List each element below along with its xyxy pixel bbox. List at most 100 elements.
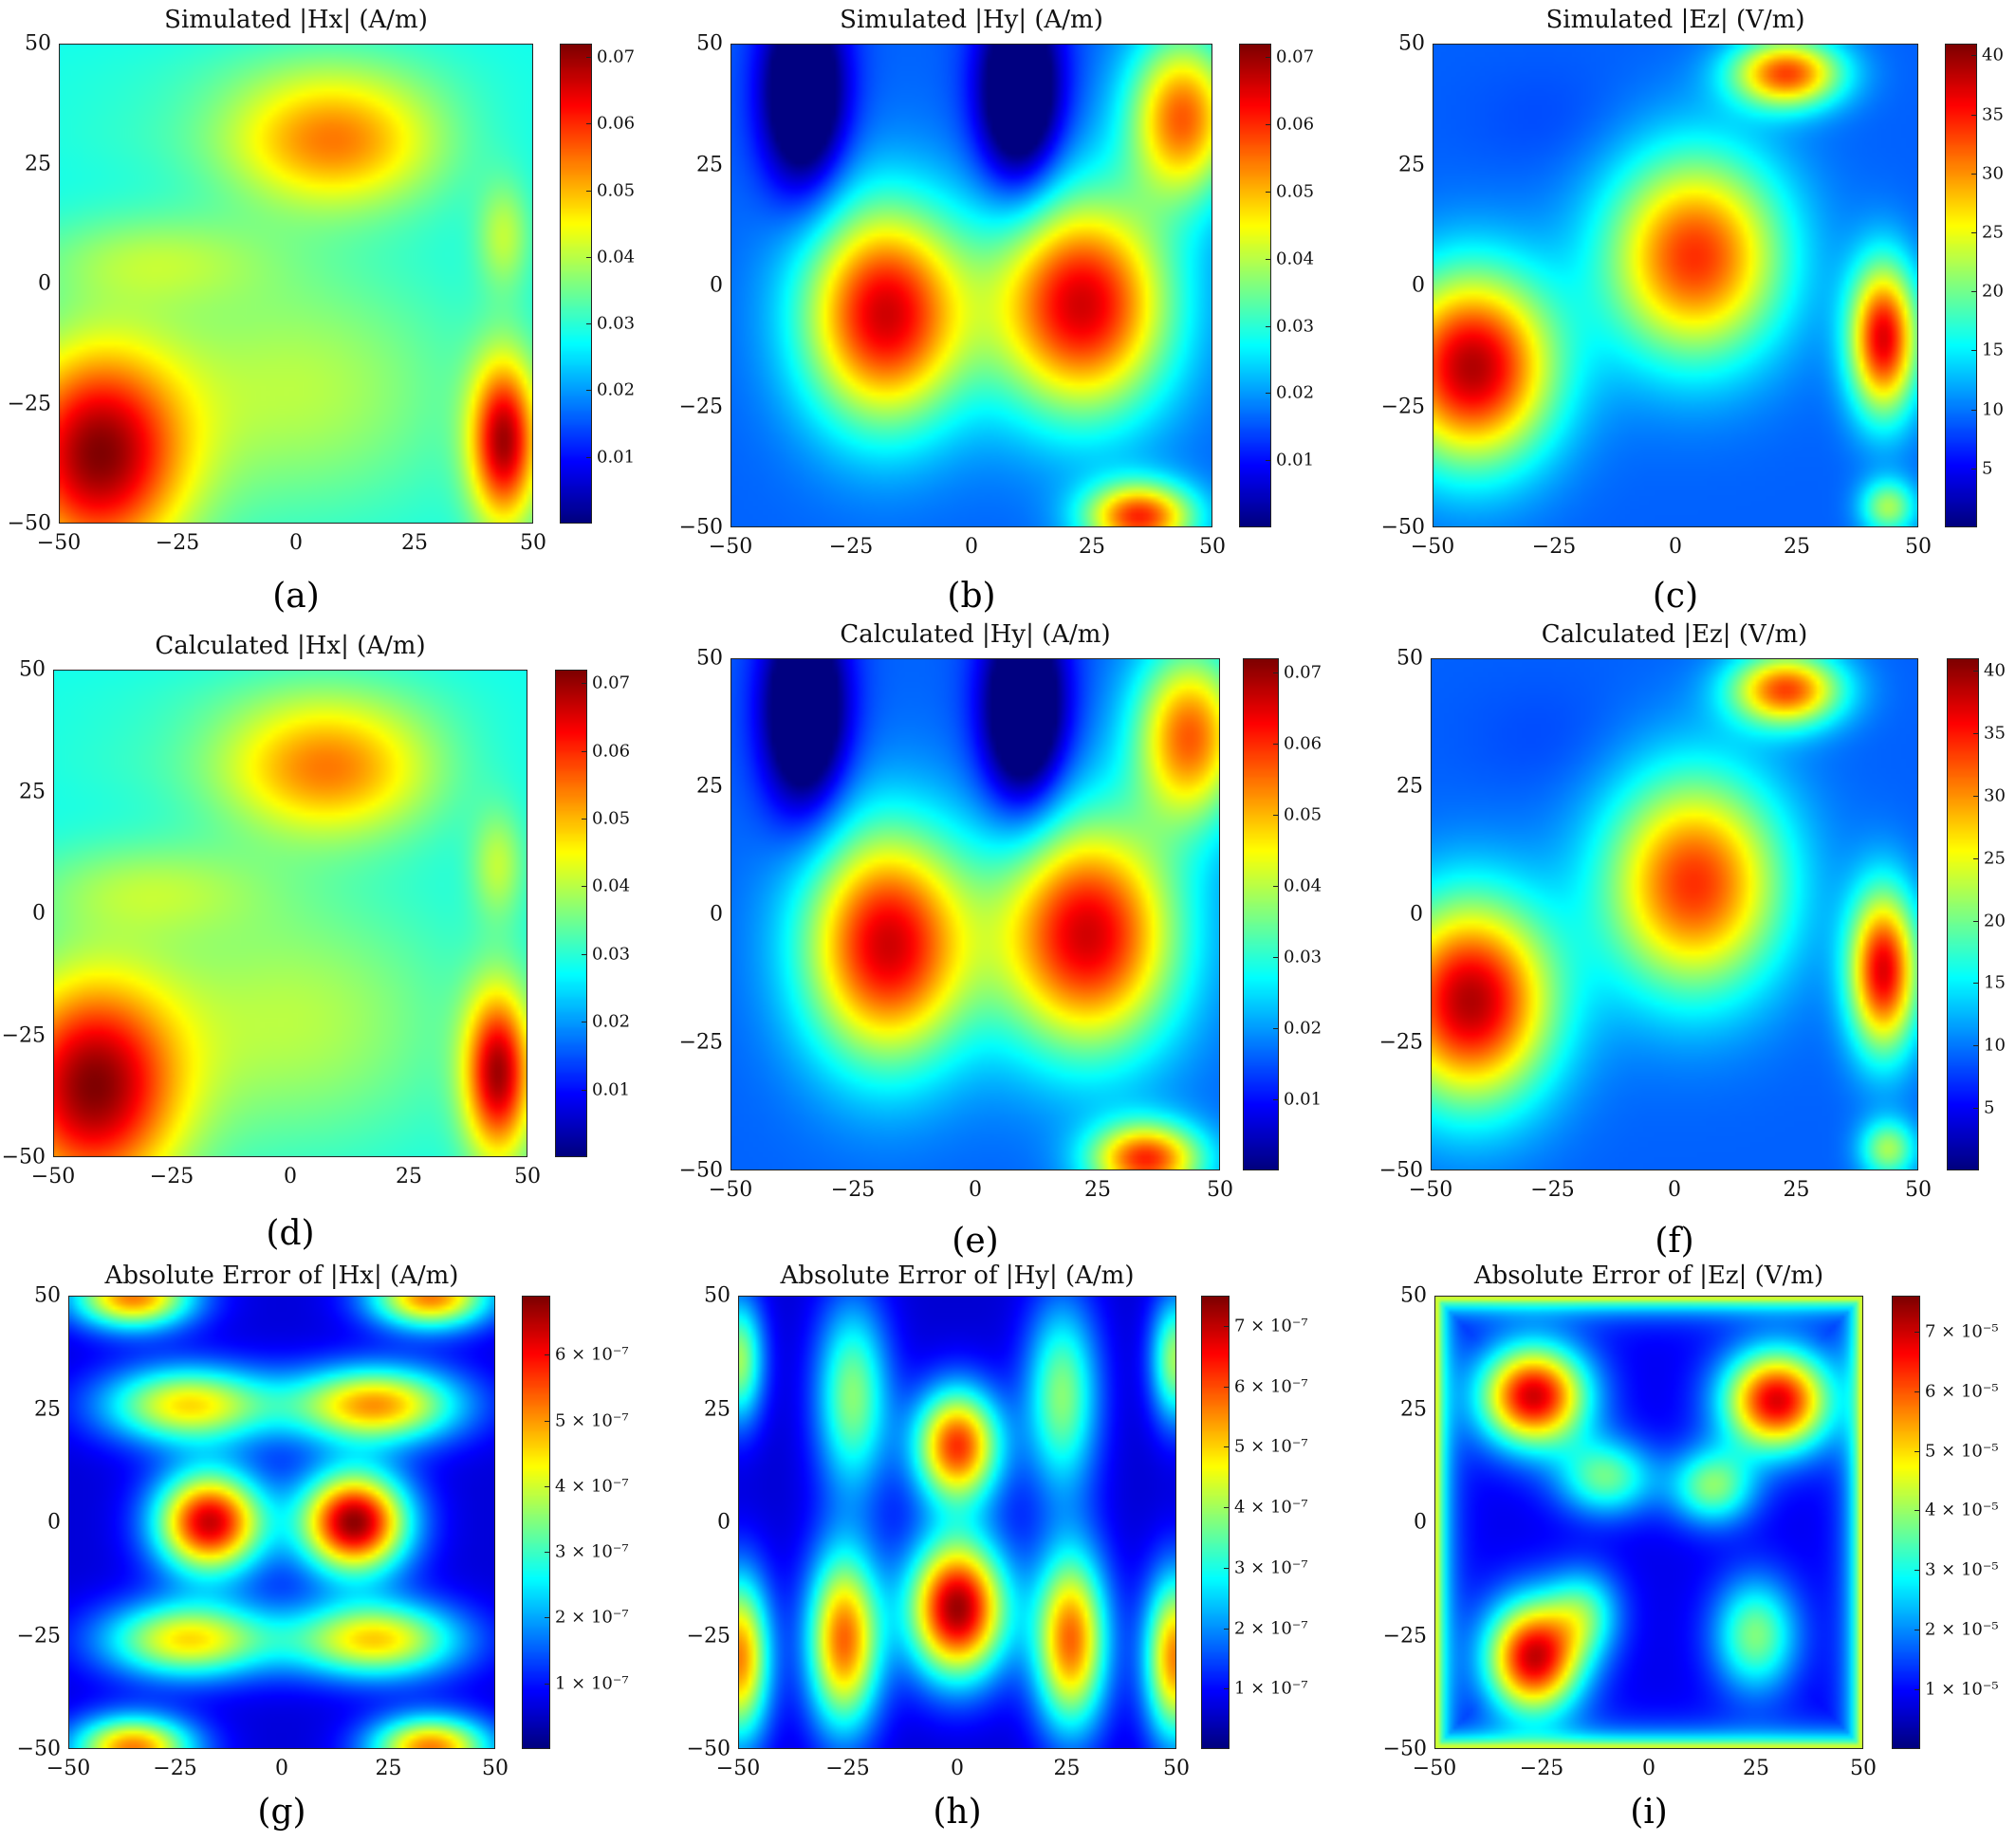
panel-label-c: (c) <box>1652 577 1699 616</box>
colorbar-tick-mark <box>545 1420 550 1422</box>
colorbar-tick-label: 25 <box>1982 222 2004 243</box>
chart-title-g: Absolute Error of |Hx| (A/m) <box>104 1262 459 1290</box>
colorbar-tick-label: 0.03 <box>592 944 631 965</box>
colorbar-tick-mark <box>1973 1108 1979 1110</box>
colorbar-tick-mark <box>586 456 592 458</box>
colorbar-tick-label: 0.01 <box>1276 450 1315 470</box>
x-tick-label: −50 <box>36 531 82 555</box>
heatmap-d <box>53 670 527 1157</box>
y-tick-label: −50 <box>1 1145 46 1170</box>
y-tick-label: −25 <box>1378 1030 1423 1055</box>
colorbar-tick-mark <box>1971 291 1977 293</box>
x-tick-label: 0 <box>275 1757 288 1780</box>
y-tick-label: −50 <box>1380 515 1425 540</box>
y-tick-label: −25 <box>1380 395 1425 418</box>
colorbar-tick-label: 4 × 10⁻⁷ <box>1234 1497 1308 1518</box>
colorbar-tick-label: 6 × 10⁻⁷ <box>555 1344 629 1365</box>
colorbar-tick-label: 0.02 <box>592 1011 631 1032</box>
y-tick-label: −25 <box>678 395 723 418</box>
x-tick-label: −50 <box>30 1165 76 1188</box>
x-tick-label: −50 <box>1410 535 1455 559</box>
x-tick-label: −25 <box>828 535 874 559</box>
x-tick-label: 25 <box>401 531 428 555</box>
colorbar-c <box>1945 44 1977 527</box>
x-tick-label: 50 <box>1163 1757 1190 1780</box>
x-tick-label: 25 <box>375 1757 402 1780</box>
colorbar-tick-mark <box>1273 1028 1279 1029</box>
x-tick-label: −50 <box>708 1178 753 1202</box>
colorbar-tick-label: 7 × 10⁻⁷ <box>1234 1316 1308 1336</box>
colorbar-tick-mark <box>1266 124 1271 125</box>
panel-label-h: (h) <box>933 1793 982 1832</box>
y-tick-label: 0 <box>1412 273 1425 298</box>
colorbar-tick-label: 0.05 <box>1276 181 1315 202</box>
colorbar-f <box>1947 658 1979 1170</box>
x-tick-label: 25 <box>396 1165 422 1188</box>
colorbar-tick-label: 4 × 10⁻⁵ <box>1925 1500 1999 1520</box>
panel-label-e: (e) <box>952 1222 999 1261</box>
colorbar-tick-label: 0.07 <box>592 672 631 693</box>
colorbar-tick-label: 6 × 10⁻⁷ <box>1234 1376 1308 1397</box>
colorbar-tick-mark <box>582 886 587 888</box>
colorbar-tick-label: 0.05 <box>597 180 636 201</box>
x-tick-label: 25 <box>1783 1178 1810 1202</box>
x-tick-label: 0 <box>969 1178 982 1202</box>
colorbar-tick-mark <box>1973 671 1979 672</box>
colorbar-tick-mark <box>1273 672 1279 673</box>
chart-title-h: Absolute Error of |Hy| (A/m) <box>780 1262 1135 1290</box>
colorbar-tick-label: 40 <box>1982 45 2004 65</box>
colorbar-tick-label: 0.06 <box>592 741 631 762</box>
colorbar-tick-mark <box>1971 173 1977 175</box>
colorbar-tick-mark <box>545 1485 550 1487</box>
y-tick-label: 50 <box>19 657 46 682</box>
colorbar-tick-mark <box>1914 1331 1920 1333</box>
colorbar-tick-label: 0.06 <box>597 113 636 134</box>
x-tick-label: −25 <box>155 531 200 555</box>
chart-title-i: Absolute Error of |Ez| (V/m) <box>1473 1262 1824 1290</box>
y-tick-label: −25 <box>678 1030 723 1055</box>
y-tick-label: 25 <box>696 774 723 799</box>
colorbar-tick-mark <box>1973 1045 1979 1047</box>
colorbar-tick-label: 10 <box>1982 399 2004 420</box>
y-tick-label: 50 <box>34 1283 61 1308</box>
colorbar-tick-label: 0.07 <box>597 46 636 67</box>
colorbar-tick-mark <box>1224 1386 1230 1388</box>
colorbar-tick-label: 0.05 <box>1284 804 1322 825</box>
colorbar-tick-label: 35 <box>1984 723 2006 744</box>
y-tick-label: −50 <box>678 1158 723 1183</box>
colorbar-tick-mark <box>586 390 592 392</box>
heatmap-g <box>68 1296 495 1749</box>
x-tick-label: 50 <box>1199 535 1226 559</box>
colorbar-tick-label: 0.04 <box>1276 249 1315 269</box>
x-tick-label: 50 <box>514 1165 541 1188</box>
y-tick-label: 50 <box>696 31 723 56</box>
colorbar-tick-mark <box>586 57 592 59</box>
x-tick-label: −50 <box>46 1757 91 1780</box>
colorbar-tick-label: 1 × 10⁻⁷ <box>555 1673 629 1694</box>
heatmap-e <box>731 658 1220 1170</box>
colorbar-tick-mark <box>1266 325 1271 327</box>
colorbar-tick-label: 0.03 <box>1284 947 1322 967</box>
colorbar-tick-mark <box>545 1617 550 1619</box>
y-tick-label: 0 <box>32 901 46 926</box>
panel-label-g: (g) <box>257 1793 306 1832</box>
colorbar-tick-mark <box>1914 1689 1920 1691</box>
y-tick-label: −25 <box>1382 1624 1427 1648</box>
y-tick-label: 0 <box>47 1510 61 1535</box>
y-tick-label: 25 <box>25 152 51 175</box>
x-tick-label: 0 <box>1642 1757 1655 1780</box>
y-tick-label: 0 <box>1410 902 1423 927</box>
colorbar-tick-mark <box>1914 1510 1920 1512</box>
x-tick-label: 50 <box>482 1757 509 1780</box>
colorbar-tick-label: 0.04 <box>597 247 636 267</box>
x-tick-label: 50 <box>520 531 546 555</box>
colorbar-tick-mark <box>1973 983 1979 985</box>
colorbar-tick-mark <box>1914 1391 1920 1392</box>
y-tick-label: −25 <box>7 392 51 415</box>
colorbar-tick-mark <box>545 1683 550 1685</box>
colorbar-tick-label: 0.06 <box>1284 733 1322 754</box>
colorbar-tick-mark <box>545 1354 550 1356</box>
colorbar-tick-mark <box>1973 795 1979 797</box>
chart-title-b: Simulated |Hy| (A/m) <box>840 6 1103 34</box>
colorbar-tick-label: 3 × 10⁻⁷ <box>1234 1557 1308 1578</box>
